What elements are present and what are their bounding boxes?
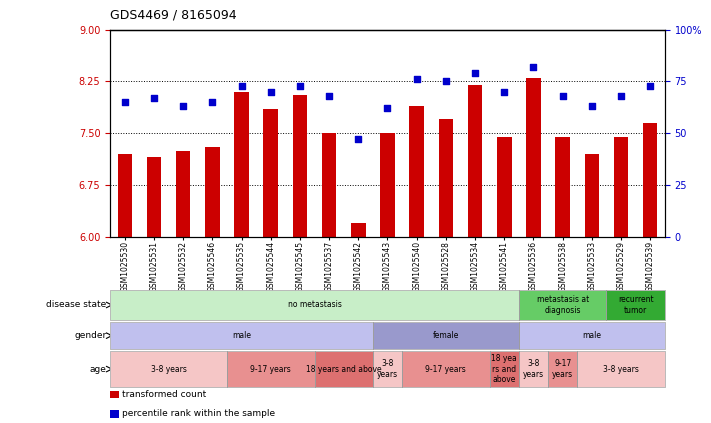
Bar xyxy=(584,154,599,237)
Text: metastasis at
diagnosis: metastasis at diagnosis xyxy=(537,295,589,315)
Point xyxy=(382,105,393,112)
Point xyxy=(149,95,160,102)
Point xyxy=(207,99,218,105)
Point xyxy=(498,88,510,95)
Text: percentile rank within the sample: percentile rank within the sample xyxy=(122,409,274,418)
Text: female: female xyxy=(433,331,459,340)
Text: disease state: disease state xyxy=(46,300,107,310)
Point xyxy=(440,78,451,85)
Bar xyxy=(234,92,249,237)
Bar xyxy=(614,137,629,237)
Point xyxy=(265,88,277,95)
Point xyxy=(294,82,306,89)
Bar xyxy=(410,106,424,237)
Text: male: male xyxy=(232,331,251,340)
Bar xyxy=(351,223,365,237)
Bar xyxy=(322,133,336,237)
Text: GDS4469 / 8165094: GDS4469 / 8165094 xyxy=(110,8,237,21)
Point xyxy=(586,103,597,110)
Bar xyxy=(117,154,132,237)
Point xyxy=(324,93,335,99)
Point xyxy=(178,103,189,110)
Bar xyxy=(176,151,191,237)
Point xyxy=(236,82,247,89)
Text: 9-17
years: 9-17 years xyxy=(552,360,573,379)
Bar xyxy=(468,85,482,237)
Point xyxy=(119,99,131,105)
Text: transformed count: transformed count xyxy=(122,390,205,399)
Text: 3-8
years: 3-8 years xyxy=(523,360,544,379)
Text: no metastasis: no metastasis xyxy=(287,300,341,310)
Bar xyxy=(555,137,570,237)
Point xyxy=(644,82,656,89)
Text: age: age xyxy=(90,365,107,374)
Text: 18 years and above: 18 years and above xyxy=(306,365,382,374)
Text: 9-17 years: 9-17 years xyxy=(425,365,466,374)
Point xyxy=(353,136,364,143)
Point xyxy=(469,70,481,77)
Point xyxy=(411,76,422,83)
Bar xyxy=(526,78,541,237)
Bar xyxy=(380,133,395,237)
Text: 9-17 years: 9-17 years xyxy=(250,365,291,374)
Point xyxy=(615,93,626,99)
Bar xyxy=(293,95,307,237)
Bar xyxy=(643,123,658,237)
Bar xyxy=(205,147,220,237)
Bar xyxy=(439,119,453,237)
Point xyxy=(557,93,568,99)
Text: 3-8
years: 3-8 years xyxy=(377,360,398,379)
Text: recurrent
tumor: recurrent tumor xyxy=(618,295,653,315)
Bar xyxy=(264,109,278,237)
Bar xyxy=(146,157,161,237)
Point xyxy=(528,63,539,70)
Text: 3-8 years: 3-8 years xyxy=(151,365,186,374)
Text: 3-8 years: 3-8 years xyxy=(603,365,639,374)
Text: male: male xyxy=(582,331,602,340)
Bar xyxy=(497,137,511,237)
Text: 18 yea
rs and
above: 18 yea rs and above xyxy=(491,354,517,384)
Text: gender: gender xyxy=(75,331,107,340)
